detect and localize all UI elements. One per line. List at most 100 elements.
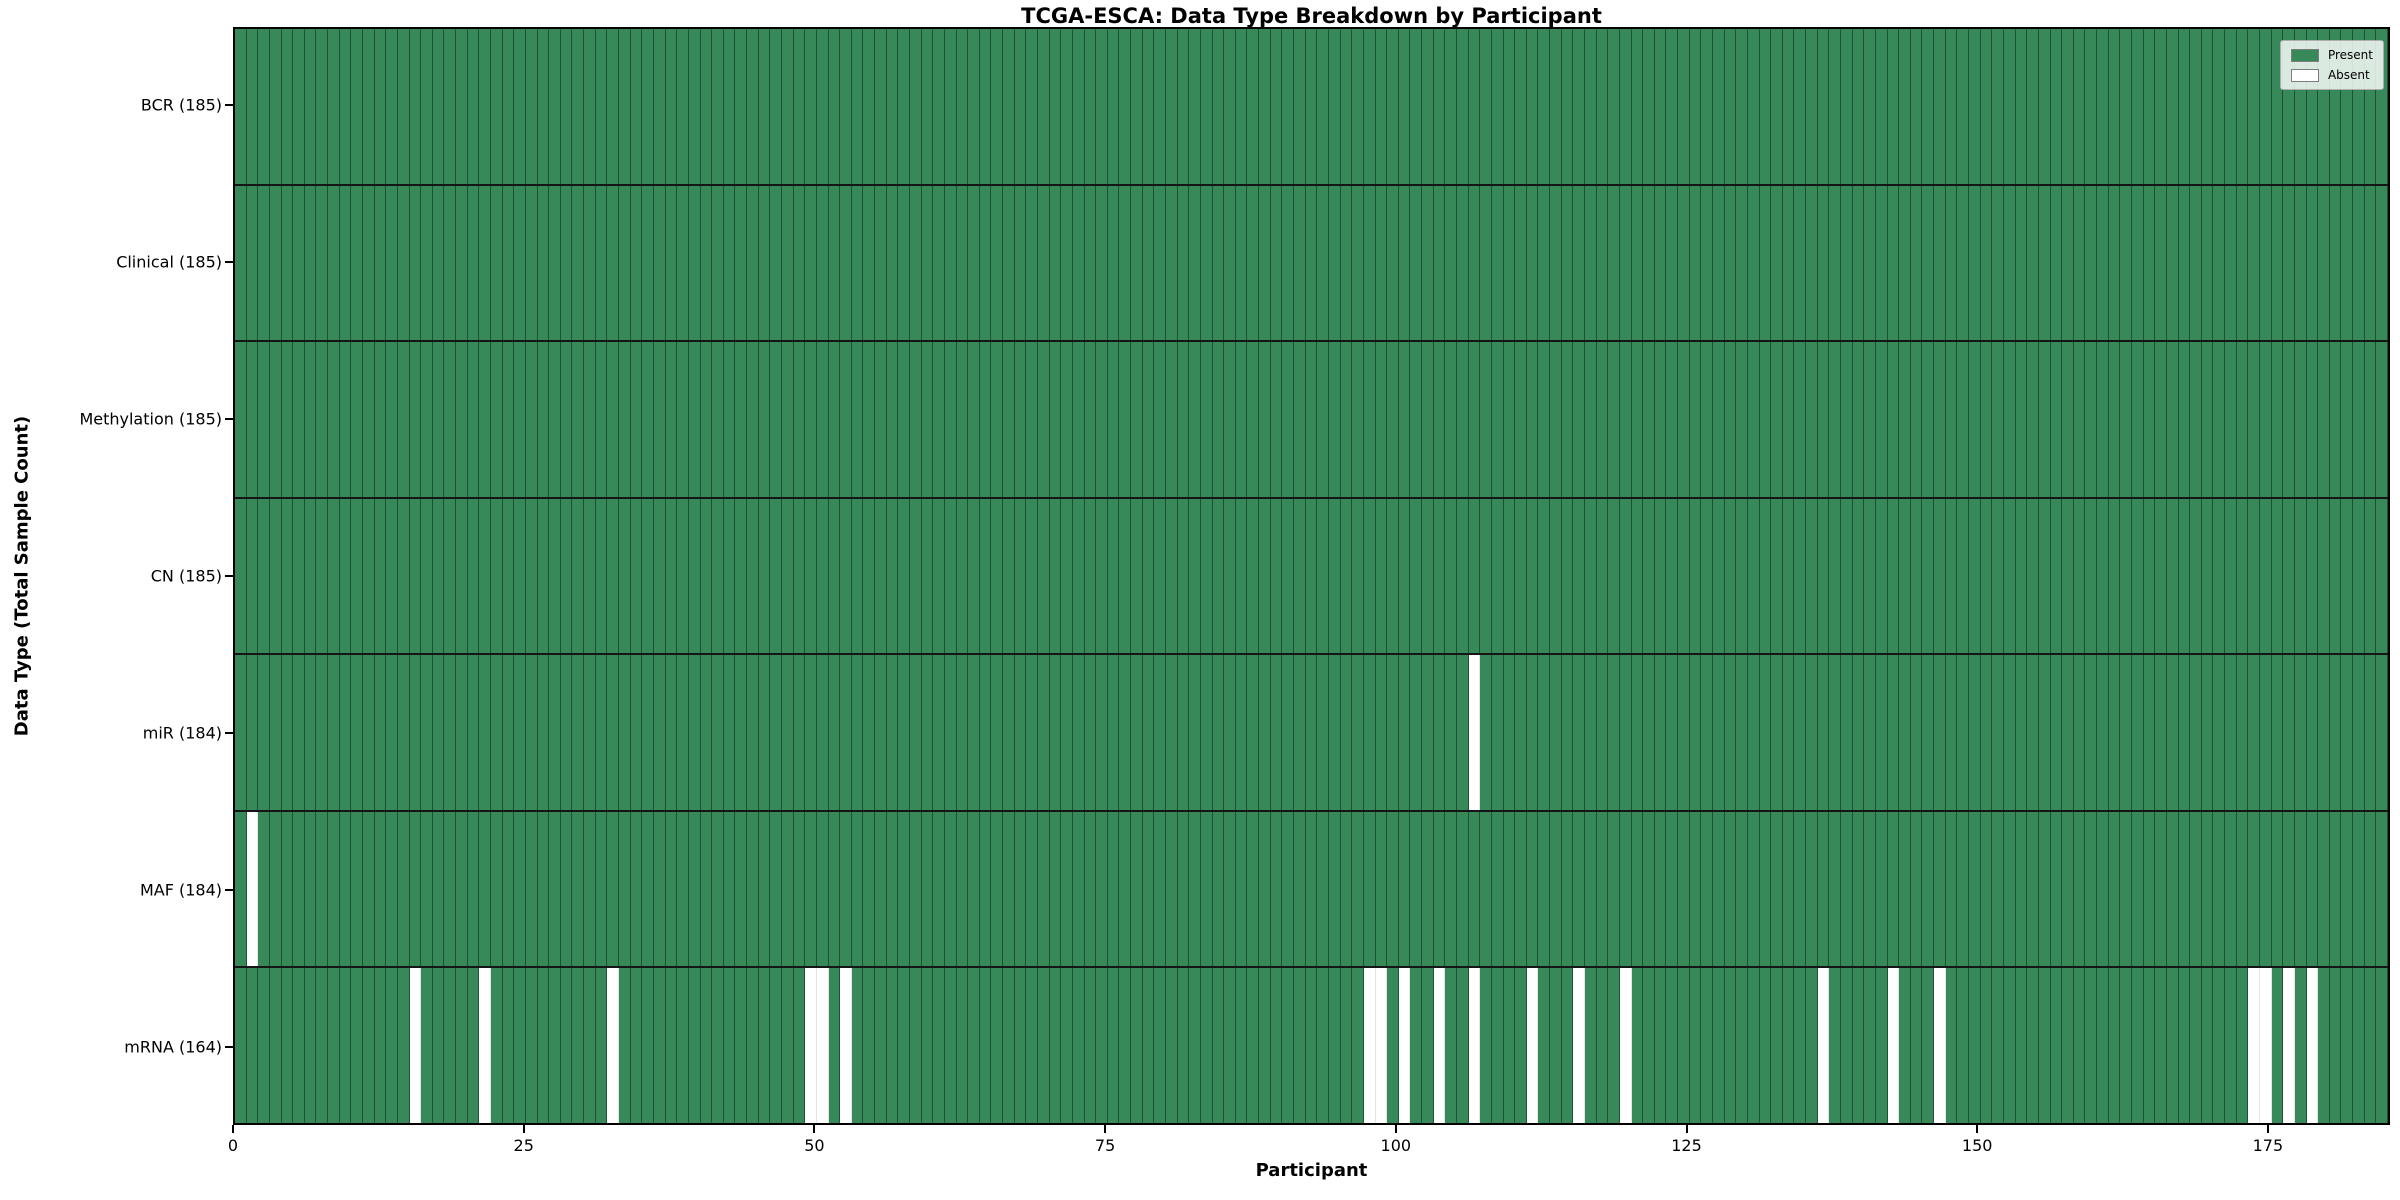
cell-present bbox=[1759, 29, 1772, 184]
cell-present bbox=[1480, 811, 1492, 967]
cell-present bbox=[2015, 968, 2028, 1124]
cell-present bbox=[1654, 498, 1667, 654]
cell-present bbox=[1724, 498, 1737, 654]
cell-present bbox=[747, 968, 759, 1124]
cell-present bbox=[2166, 498, 2179, 654]
cell-present bbox=[1491, 185, 1504, 341]
cell-present bbox=[1852, 498, 1865, 654]
cell-present bbox=[2353, 655, 2365, 810]
cell-present bbox=[1433, 29, 1446, 184]
cell-present bbox=[316, 498, 329, 654]
cell-present bbox=[1456, 342, 1469, 497]
cell-present bbox=[2353, 811, 2365, 967]
cell-present bbox=[2166, 185, 2179, 341]
cell-present bbox=[991, 29, 1004, 184]
cell-present bbox=[1515, 185, 1527, 341]
cell-present bbox=[1841, 342, 1853, 497]
cell-present bbox=[1340, 498, 1353, 654]
cell-present bbox=[1340, 342, 1353, 497]
cell-present bbox=[363, 29, 375, 184]
cell-present bbox=[1922, 811, 1935, 967]
cell-present bbox=[444, 498, 457, 654]
cell-present bbox=[1619, 811, 1632, 967]
cell-present bbox=[258, 811, 270, 967]
cell-present bbox=[1433, 185, 1446, 341]
cell-present bbox=[409, 498, 422, 654]
cell-absent bbox=[1619, 968, 1632, 1124]
cell-present bbox=[397, 29, 410, 184]
cell-present bbox=[665, 342, 678, 497]
cell-present bbox=[1643, 498, 1655, 654]
cell-present bbox=[2073, 29, 2086, 184]
cell-present bbox=[1375, 29, 1388, 184]
cell-present bbox=[1619, 185, 1632, 341]
cell-present bbox=[1433, 655, 1446, 810]
cell-present bbox=[1072, 968, 1085, 1124]
cell-present bbox=[898, 655, 910, 810]
cell-present bbox=[1352, 342, 1364, 497]
cell-present bbox=[2271, 185, 2284, 341]
cell-present bbox=[502, 968, 515, 1124]
cell-present bbox=[2271, 655, 2284, 810]
cell-present bbox=[304, 655, 317, 810]
cell-present bbox=[2097, 811, 2109, 967]
cell-present bbox=[409, 29, 422, 184]
cell-present bbox=[1515, 968, 1527, 1124]
cell-present bbox=[1072, 29, 1085, 184]
cell-present bbox=[1259, 185, 1271, 341]
cell-present bbox=[1154, 655, 1167, 810]
cell-present bbox=[1689, 185, 1702, 341]
cell-absent bbox=[409, 968, 422, 1124]
cell-present bbox=[304, 185, 317, 341]
cell-present bbox=[1841, 655, 1853, 810]
cell-present bbox=[816, 811, 829, 967]
cell-present bbox=[1596, 29, 1609, 184]
y-tick bbox=[225, 104, 233, 107]
cell-present bbox=[1061, 811, 1073, 967]
cell-present bbox=[1270, 498, 1283, 654]
cell-present bbox=[2341, 185, 2354, 341]
cell-present bbox=[2097, 185, 2109, 341]
cell-present bbox=[2376, 655, 2388, 810]
cell-present bbox=[1526, 655, 1539, 810]
cell-present bbox=[1875, 811, 1888, 967]
cell-present bbox=[374, 498, 387, 654]
cell-present bbox=[1119, 342, 1132, 497]
cell-present bbox=[1305, 968, 1318, 1124]
cell-present bbox=[2027, 655, 2039, 810]
legend-swatch-absent bbox=[2290, 68, 2319, 82]
cell-present bbox=[758, 811, 771, 967]
cell-present bbox=[1724, 655, 1737, 810]
cell-present bbox=[1375, 811, 1388, 967]
cell-present bbox=[1189, 185, 1201, 341]
cell-present bbox=[1212, 968, 1225, 1124]
cell-present bbox=[1608, 498, 1620, 654]
cell-present bbox=[1154, 811, 1167, 967]
cell-present bbox=[525, 342, 538, 497]
cell-present bbox=[1468, 811, 1481, 967]
cell-present bbox=[1666, 342, 1679, 497]
cell-present bbox=[1759, 185, 1772, 341]
cell-present bbox=[2236, 498, 2249, 654]
cell-present bbox=[851, 655, 864, 810]
cell-present bbox=[491, 968, 503, 1124]
cell-present bbox=[1328, 811, 1341, 967]
cell-present bbox=[1317, 655, 1329, 810]
cell-present bbox=[2225, 655, 2237, 810]
cell-present bbox=[1899, 185, 1911, 341]
cell-present bbox=[653, 498, 666, 654]
cell-present bbox=[502, 342, 515, 497]
y-tick bbox=[225, 888, 233, 891]
cell-present bbox=[2027, 342, 2039, 497]
cell-present bbox=[2003, 29, 2016, 184]
cell-present bbox=[2201, 185, 2214, 341]
cell-present bbox=[525, 29, 538, 184]
cell-present bbox=[514, 185, 526, 341]
cell-present bbox=[397, 811, 410, 967]
cell-present bbox=[1352, 655, 1364, 810]
cell-present bbox=[2050, 185, 2063, 341]
cell-present bbox=[2259, 811, 2272, 967]
cell-present bbox=[2003, 185, 2016, 341]
cell-present bbox=[1038, 811, 1050, 967]
cell-present bbox=[316, 811, 329, 967]
